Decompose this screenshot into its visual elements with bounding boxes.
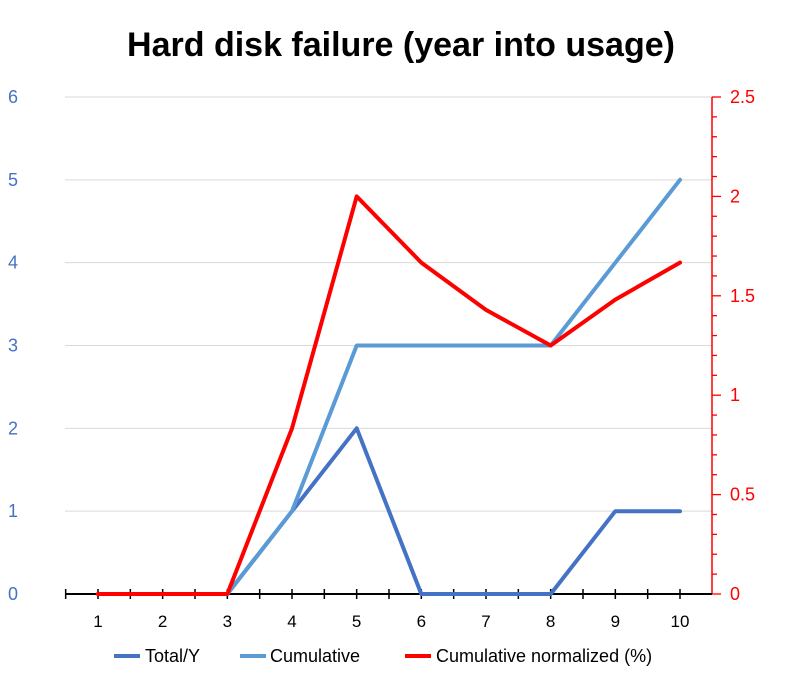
left-axis-ticks: 0 1 2 3 4 5 6 <box>8 87 18 604</box>
right-tick-label: 1 <box>730 385 740 405</box>
x-tick-label: 3 <box>223 612 232 631</box>
x-tick-label: 5 <box>352 612 361 631</box>
gridlines <box>65 96 712 512</box>
right-tick-label: 0.5 <box>730 485 755 505</box>
right-tick-label: 2.5 <box>730 87 755 107</box>
right-tick-label: 0 <box>730 584 740 604</box>
legend: Total/Y Cumulative Cumulative normalized (… <box>114 646 652 666</box>
right-tick-label: 2 <box>730 186 740 206</box>
legend-label: Cumulative <box>270 646 360 666</box>
right-axis: 0 0.5 1 1.5 2 2.5 <box>711 87 755 604</box>
series-line-2 <box>96 194 682 596</box>
legend-label: Total/Y <box>145 646 200 666</box>
legend-label: Cumulative normalized (%) <box>436 646 652 666</box>
left-tick-label: 3 <box>8 336 18 356</box>
x-tick-label: 2 <box>158 612 167 631</box>
chart-title: Hard disk failure (year into usage) <box>127 26 675 64</box>
series-lines <box>96 177 682 596</box>
left-tick-label: 1 <box>8 501 18 521</box>
x-tick-label: 9 <box>611 612 620 631</box>
x-tick-label: 1 <box>93 612 102 631</box>
x-tick-label: 6 <box>417 612 426 631</box>
x-tick-label: 8 <box>546 612 555 631</box>
x-tick-label: 7 <box>481 612 490 631</box>
x-tick-label: 10 <box>671 612 690 631</box>
left-tick-label: 2 <box>8 418 18 438</box>
left-tick-label: 6 <box>8 87 18 107</box>
series-line-1 <box>96 177 682 596</box>
right-tick-label: 1.5 <box>730 286 755 306</box>
left-tick-label: 0 <box>8 584 18 604</box>
left-tick-label: 5 <box>8 170 18 190</box>
x-tick-label: 4 <box>287 612 296 631</box>
left-tick-label: 4 <box>8 253 18 273</box>
